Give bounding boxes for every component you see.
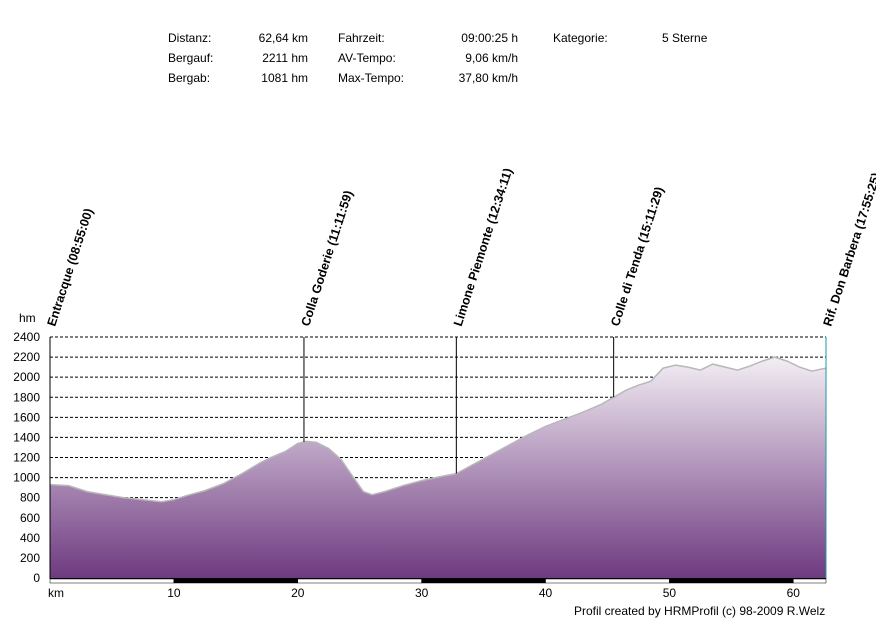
y-tick-label: 2400 xyxy=(13,330,40,344)
elevation-line xyxy=(50,356,826,503)
elevation-fill xyxy=(50,357,826,578)
y-tick-label: 400 xyxy=(20,531,40,545)
y-tick-label: 200 xyxy=(20,551,40,565)
x-tick-label: 40 xyxy=(539,586,553,600)
maxtempo-label: Max-Tempo: xyxy=(338,71,405,85)
bergauf-label: Bergauf: xyxy=(168,51,214,65)
elevation-area xyxy=(50,356,826,578)
y-tick-label: 0 xyxy=(33,571,40,585)
avtempo-value: 9,06 km/h xyxy=(465,51,518,65)
x-tick-label: 30 xyxy=(415,586,429,600)
x-tick-label: 50 xyxy=(663,586,677,600)
x-axis-label: km xyxy=(48,586,64,600)
distanz-label: Distanz: xyxy=(168,31,212,45)
credit-text: Profil created by HRMProfil (c) 98-2009 … xyxy=(574,604,826,618)
bergauf-value: 2211 hm xyxy=(262,51,308,65)
y-axis-label: hm xyxy=(19,311,36,325)
y-tick-label: 800 xyxy=(20,491,40,505)
x-scale-segment xyxy=(173,578,299,584)
tick-labels: 0 200 400 600 800 1000 1200 1400 1600 1800 2000 220… xyxy=(13,311,800,600)
distanz-value: 62,64 km xyxy=(258,31,308,45)
x-tick-label: 20 xyxy=(291,586,305,600)
x-scale-segment xyxy=(49,578,175,584)
x-scale-segment xyxy=(669,578,794,584)
y-tick-label: 2000 xyxy=(13,370,40,384)
x-tick-label: 10 xyxy=(167,586,181,600)
x-scale-segment xyxy=(297,578,422,584)
waypoint-label: Colle di Tenda (15:11:29) xyxy=(608,185,666,328)
kategorie-value: 5 Sterne xyxy=(662,31,708,45)
y-tick-label: 1400 xyxy=(13,430,40,444)
maxtempo-value: 37,80 km/h xyxy=(458,71,518,85)
x-scale-segment xyxy=(545,578,670,584)
waypoint-label: Limone Piemonte (12:34:11) xyxy=(451,166,515,328)
y-tick-label: 2200 xyxy=(13,350,40,364)
waypoint-label: Entracque (08:55:00) xyxy=(45,207,96,328)
kategorie-label: Kategorie: xyxy=(553,31,608,45)
x-scale-segment xyxy=(421,578,546,584)
y-tick-label: 1800 xyxy=(13,390,40,404)
fahrzeit-label: Fahrzeit: xyxy=(338,31,385,45)
y-tick-label: 1200 xyxy=(13,451,40,465)
fahrzeit-value: 09:00:25 h xyxy=(461,31,518,45)
x-tick-label: 60 xyxy=(787,586,801,600)
y-tick-label: 1000 xyxy=(13,471,40,485)
avtempo-label: AV-Tempo: xyxy=(338,51,396,65)
y-tick-label: 600 xyxy=(20,511,40,525)
y-tick-label: 1600 xyxy=(13,410,40,424)
axes xyxy=(49,337,827,584)
bergab-label: Bergab: xyxy=(168,71,211,85)
bergab-value: 1081 hm xyxy=(261,71,308,85)
x-scale-segment xyxy=(793,578,827,584)
waypoint-label: Rif. Don Barbera (17:55:25) xyxy=(821,171,876,328)
waypoint-label: Colla Goderie (11:11:59) xyxy=(298,189,355,328)
